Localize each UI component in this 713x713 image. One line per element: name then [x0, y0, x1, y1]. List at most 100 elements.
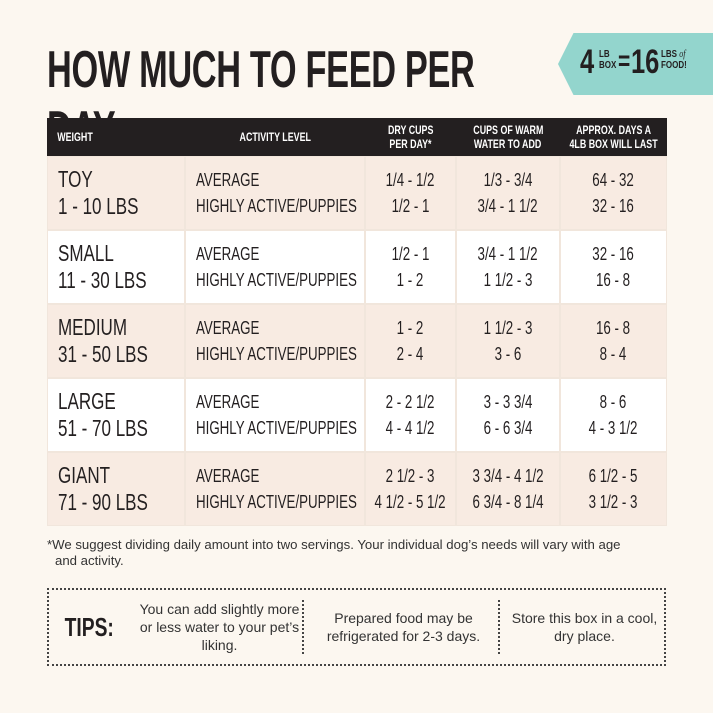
water-value: 3 - 3 3/4	[483, 392, 533, 412]
activity-value: HIGHLY ACTIVE/PUPPIES	[196, 270, 357, 290]
tip: Prepared food may be refrigerated for 2-…	[326, 610, 481, 644]
days-value: 32 - 16	[592, 196, 635, 216]
water-value: 3 - 6	[494, 344, 522, 364]
header-line: DRY CUPS	[387, 123, 434, 137]
activity-value: HIGHLY ACTIVE/PUPPIES	[196, 344, 357, 364]
days-value: 8 - 6	[600, 392, 627, 412]
badge-number: 16	[631, 43, 660, 81]
activity-value: AVERAGE	[196, 318, 260, 338]
tip: You can add slightly more or less water …	[139, 601, 300, 653]
days-value: 32 - 16	[592, 244, 635, 264]
size: MEDIUM	[58, 314, 128, 340]
days-value: 3 1/2 - 3	[589, 492, 638, 512]
weight-range: 11 - 30 LBS	[58, 267, 147, 293]
header-line: PER DAY*	[389, 137, 432, 151]
dry-value: 1/2 - 1	[391, 244, 430, 264]
tips-label: TIPS:	[64, 612, 114, 642]
table-cell: 64 - 32 32 - 16	[560, 156, 667, 230]
dry-value: 2 - 4	[397, 344, 424, 364]
activity-value: AVERAGE	[196, 244, 260, 264]
table-cell: 2 1/2 - 3 4 1/2 - 5 1/2	[365, 452, 456, 526]
activity-value: HIGHLY ACTIVE/PUPPIES	[196, 196, 357, 216]
dry-value: 4 - 4 1/2	[386, 418, 435, 438]
table-cell: 2 - 2 1/2 4 - 4 1/2	[365, 378, 456, 452]
tips-box: TIPS: You can add slightly more or less …	[47, 588, 666, 666]
badge-number: 4	[580, 43, 595, 81]
table-cell: AVERAGE HIGHLY ACTIVE/PUPPIES	[185, 378, 365, 452]
table-cell: SMALL 11 - 30 LBS	[47, 230, 185, 304]
water-value: 6 3/4 - 8 1/4	[472, 492, 544, 512]
tip: Store this box in a cool, dry place.	[511, 610, 658, 644]
dry-value: 4 1/2 - 5 1/2	[374, 492, 447, 512]
header-line: APPROX. DAYS A	[576, 123, 651, 137]
header-line: WATER TO ADD	[474, 137, 542, 151]
badge-unit: LB BOX	[599, 49, 616, 71]
table-cell: 1 - 2 2 - 4	[365, 304, 456, 378]
activity-value: AVERAGE	[196, 392, 260, 412]
dry-value: 2 1/2 - 3	[386, 466, 435, 486]
badge: 4 LB BOX = 16 LBS of FOOD!	[558, 33, 713, 95]
header-line: WEIGHT	[57, 130, 93, 144]
table-cell: 8 - 6 4 - 3 1/2	[560, 378, 667, 452]
table-cell: 3 - 3 3/4 6 - 6 3/4	[456, 378, 560, 452]
size: TOY	[58, 166, 93, 192]
badge-unit-line: FOOD!	[661, 60, 687, 71]
table-cell: 1 1/2 - 3 3 - 6	[456, 304, 560, 378]
dry-value: 1/2 - 1	[391, 196, 430, 216]
weight-range: 1 - 10 LBS	[58, 193, 139, 219]
divider	[498, 600, 500, 654]
size: LARGE	[58, 388, 116, 414]
table-cell: AVERAGE HIGHLY ACTIVE/PUPPIES	[185, 156, 365, 230]
water-value: 3 3/4 - 4 1/2	[472, 466, 544, 486]
activity-value: HIGHLY ACTIVE/PUPPIES	[196, 492, 357, 512]
water-value: 3/4 - 1 1/2	[478, 196, 538, 216]
size: GIANT	[58, 462, 111, 488]
column-header: DRY CUPS PER DAY*	[365, 118, 456, 156]
feeding-table: WEIGHT ACTIVITY LEVEL DRY CUPS PER DAY* CUPS…	[47, 118, 667, 526]
days-value: 8 - 4	[600, 344, 627, 364]
dry-value: 1 - 2	[397, 318, 424, 338]
table-header	[47, 118, 667, 156]
table-cell: 1/2 - 1 1 - 2	[365, 230, 456, 304]
water-value: 6 - 6 3/4	[483, 418, 533, 438]
badge-unit-line: BOX	[599, 60, 617, 71]
table-cell: 3 3/4 - 4 1/2 6 3/4 - 8 1/4	[456, 452, 560, 526]
water-value: 3/4 - 1 1/2	[478, 244, 538, 264]
badge-of: of	[679, 49, 686, 60]
column-header: WEIGHT	[47, 118, 185, 156]
water-value: 1 1/2 - 3	[483, 318, 533, 338]
activity-value: AVERAGE	[196, 466, 260, 486]
table-cell: 32 - 16 16 - 8	[560, 230, 667, 304]
table-cell: AVERAGE HIGHLY ACTIVE/PUPPIES	[185, 230, 365, 304]
header-line: 4LB BOX WILL LAST	[569, 137, 658, 151]
dry-value: 2 - 2 1/2	[386, 392, 435, 412]
water-value: 1/3 - 3/4	[483, 170, 533, 190]
footnote: *We suggest dividing daily amount into t…	[47, 537, 621, 568]
weight-range: 31 - 50 LBS	[58, 341, 148, 367]
days-value: 16 - 8	[596, 270, 631, 290]
table-cell: AVERAGE HIGHLY ACTIVE/PUPPIES	[185, 304, 365, 378]
table-cell: 16 - 8 8 - 4	[560, 304, 667, 378]
table-cell: 1/3 - 3/4 3/4 - 1 1/2	[456, 156, 560, 230]
weight-range: 71 - 90 LBS	[58, 489, 148, 515]
table-cell: LARGE 51 - 70 LBS	[47, 378, 185, 452]
table-cell: 3/4 - 1 1/2 1 1/2 - 3	[456, 230, 560, 304]
water-value: 1 1/2 - 3	[483, 270, 533, 290]
size: SMALL	[58, 240, 114, 266]
dry-value: 1 - 2	[397, 270, 424, 290]
days-value: 64 - 32	[592, 170, 635, 190]
activity-value: AVERAGE	[196, 170, 260, 190]
badge-unit-line: LBS	[661, 49, 677, 60]
table-cell: 1/4 - 1/2 1/2 - 1	[365, 156, 456, 230]
days-value: 6 1/2 - 5	[589, 466, 638, 486]
table-cell: TOY 1 - 10 LBS	[47, 156, 185, 230]
badge-unit-line: LB	[599, 49, 610, 60]
badge-unit: LBS of FOOD!	[661, 49, 687, 71]
column-header: CUPS OF WARM WATER TO ADD	[456, 118, 560, 156]
header-line: CUPS OF WARM	[472, 123, 544, 137]
column-header: ACTIVITY LEVEL	[185, 118, 365, 156]
column-header: APPROX. DAYS A 4LB BOX WILL LAST	[560, 118, 667, 156]
days-value: 16 - 8	[596, 318, 631, 338]
table-cell: AVERAGE HIGHLY ACTIVE/PUPPIES	[185, 452, 365, 526]
